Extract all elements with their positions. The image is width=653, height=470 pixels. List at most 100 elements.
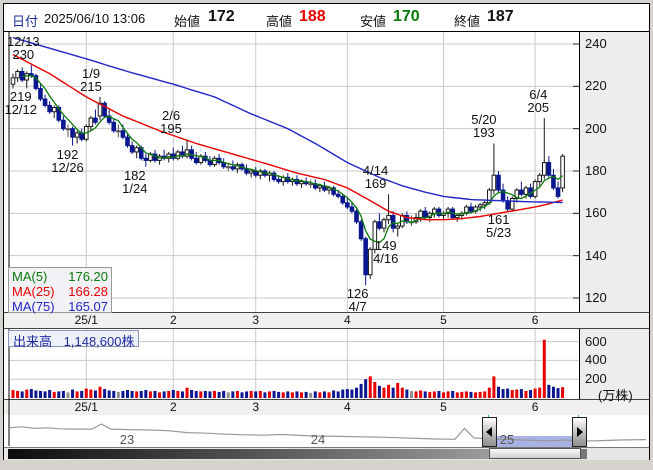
volume-unit: (万株) (598, 388, 633, 403)
candle-body (514, 189, 520, 200)
volume-bar (38, 390, 42, 398)
chart-annotation: 2/6 195 (160, 108, 182, 137)
candle-body (464, 206, 469, 214)
nav-period-label: 24 (310, 432, 326, 447)
candle-body (143, 157, 149, 161)
volume-bar (130, 390, 134, 398)
candle-body (381, 219, 387, 229)
range-navigator[interactable] (4, 415, 649, 447)
candle-body (482, 202, 488, 206)
volume-bar (185, 387, 189, 398)
volume-bar (313, 391, 317, 398)
volume-bar (213, 390, 217, 398)
ma25-value: 166.28 (68, 284, 108, 299)
candle-body (441, 212, 446, 216)
volume-bar (332, 390, 336, 398)
candle-body (354, 210, 359, 223)
candle-body (230, 166, 236, 170)
volume-bar (382, 387, 386, 398)
volume-bar (547, 384, 551, 398)
volume-bar (464, 391, 468, 398)
candle-body (225, 166, 231, 169)
candle-body (541, 162, 547, 176)
volume-bar (432, 391, 436, 398)
candle-body (166, 153, 172, 159)
open-value: 172 (208, 8, 235, 25)
volume-bar (419, 390, 423, 398)
volume-bar (281, 392, 285, 398)
chart-annotation: 4/14 169 (362, 163, 389, 192)
candle-body (468, 206, 474, 212)
volume-bar (327, 392, 331, 398)
candle-body (395, 225, 401, 229)
right-arrow-icon (577, 427, 583, 437)
volume-bar (263, 392, 267, 398)
volume-bar (355, 387, 358, 398)
volume-bar (107, 390, 111, 398)
volume-bar (272, 390, 276, 398)
candle-body (418, 210, 423, 219)
volume-bar (103, 389, 107, 398)
x-month-label: 6 (531, 400, 539, 414)
candle-body (285, 176, 291, 183)
candle-body (74, 132, 80, 138)
candle-body (473, 206, 478, 212)
volume-bar (93, 390, 97, 398)
volume-bar (318, 392, 322, 398)
chart-annotation: 1/9 215 (80, 65, 102, 94)
candle-body (377, 221, 382, 229)
open-label: 始値 (174, 14, 201, 29)
ma75-value: 165.07 (68, 299, 108, 314)
x-month-label: 3 (252, 400, 260, 414)
volume-bar (368, 376, 372, 398)
volume-bar (208, 391, 212, 398)
chart-annotation: 149 4/16 (373, 237, 399, 266)
candle-body (189, 149, 194, 159)
volume-bar (29, 389, 33, 398)
candle-body (551, 174, 556, 189)
volume-bar (556, 388, 560, 398)
scrollbar-track[interactable] (4, 447, 649, 460)
volume-bar (57, 391, 61, 398)
y-tick-label: 220 (585, 78, 607, 94)
scrollbar-thumb[interactable] (489, 448, 581, 459)
candle-body (83, 126, 89, 140)
volume-bar (203, 390, 207, 398)
candle-body (555, 187, 561, 197)
candle-body (312, 183, 318, 189)
candle-body (106, 115, 112, 123)
volume-bar (474, 392, 478, 398)
volume-bar (71, 389, 75, 398)
high-label: 高値 (266, 14, 293, 29)
volume-bar (245, 391, 249, 398)
volume-bar (190, 390, 194, 398)
volume-tick-label: 400 (585, 352, 607, 368)
nav-period-label: 23 (119, 432, 135, 447)
candle-body (171, 153, 176, 159)
candle-body (33, 75, 39, 89)
candle-body (450, 208, 455, 219)
candle-body (390, 214, 396, 229)
volume-bar (496, 386, 500, 398)
candle-body (38, 87, 43, 100)
volume-bar (167, 390, 171, 398)
navigator-left-handle[interactable] (482, 417, 497, 447)
candle-body (102, 102, 107, 117)
volume-bar (469, 391, 473, 398)
x-month-label: 4 (343, 313, 351, 327)
candle-body (244, 168, 249, 174)
volume-bar (153, 390, 157, 398)
candle-body (253, 170, 259, 176)
navigator-right-handle[interactable] (572, 417, 587, 447)
volume-bar (501, 389, 505, 398)
volume-bar (254, 391, 258, 398)
low-label: 安値 (360, 14, 387, 29)
volume-bar (25, 389, 29, 398)
candle-body (10, 77, 16, 85)
volume-bar (116, 391, 120, 398)
volume-bar (519, 389, 523, 398)
candle-body (248, 170, 254, 174)
volume-bar (300, 392, 304, 398)
x-month-label: 4 (343, 400, 351, 414)
